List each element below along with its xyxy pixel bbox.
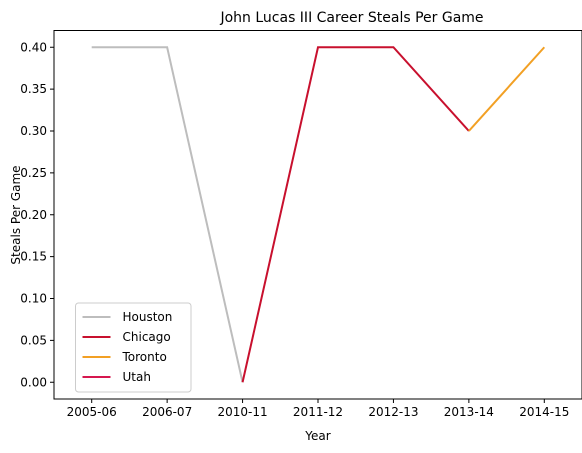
x-tick-label: 2005-06 (67, 405, 117, 419)
plot-frame (53, 30, 582, 400)
y-tick-label: 0.25 (20, 166, 47, 180)
x-tick-label: 2011-12 (293, 405, 343, 419)
x-tick-label: 2010-11 (217, 405, 267, 419)
plot-area: 0.00 0.05 0.10 0.15 0.20 0.25 0.30 0.35 0.40 2005… (20, 40, 569, 419)
legend-box (75, 302, 192, 393)
legend: Houston Chicago Toronto Utah (75, 302, 192, 393)
series-line-houston (91, 46, 244, 383)
series-line-toronto (468, 46, 546, 132)
x-axis-label: Year (304, 429, 330, 443)
legend-label-utah: Utah (123, 370, 151, 384)
y-tick-label: 0.30 (20, 124, 47, 138)
x-tick-label: 2014-15 (519, 405, 569, 419)
y-tick-label: 0.00 (20, 375, 47, 389)
y-tick-label: 0.35 (20, 82, 47, 96)
x-tick-label: 2013-14 (444, 405, 494, 419)
y-tick-label: 0.05 (20, 333, 47, 347)
y-tick-label: 0.20 (20, 208, 47, 222)
series-line-chicago (241, 46, 470, 383)
legend-label-houston: Houston (123, 310, 173, 324)
x-tick-label: 2012-13 (368, 405, 418, 419)
legend-label-toronto: Toronto (122, 350, 167, 364)
y-axis-label: Steals Per Game (9, 165, 23, 264)
chart-title: John Lucas III Career Steals Per Game (219, 10, 483, 26)
y-tick-label: 0.15 (20, 250, 47, 264)
x-tick-label: 2006-07 (142, 405, 192, 419)
y-tick-label: 0.10 (20, 292, 47, 306)
y-tick-label: 0.40 (20, 40, 47, 54)
legend-label-chicago: Chicago (123, 330, 171, 344)
